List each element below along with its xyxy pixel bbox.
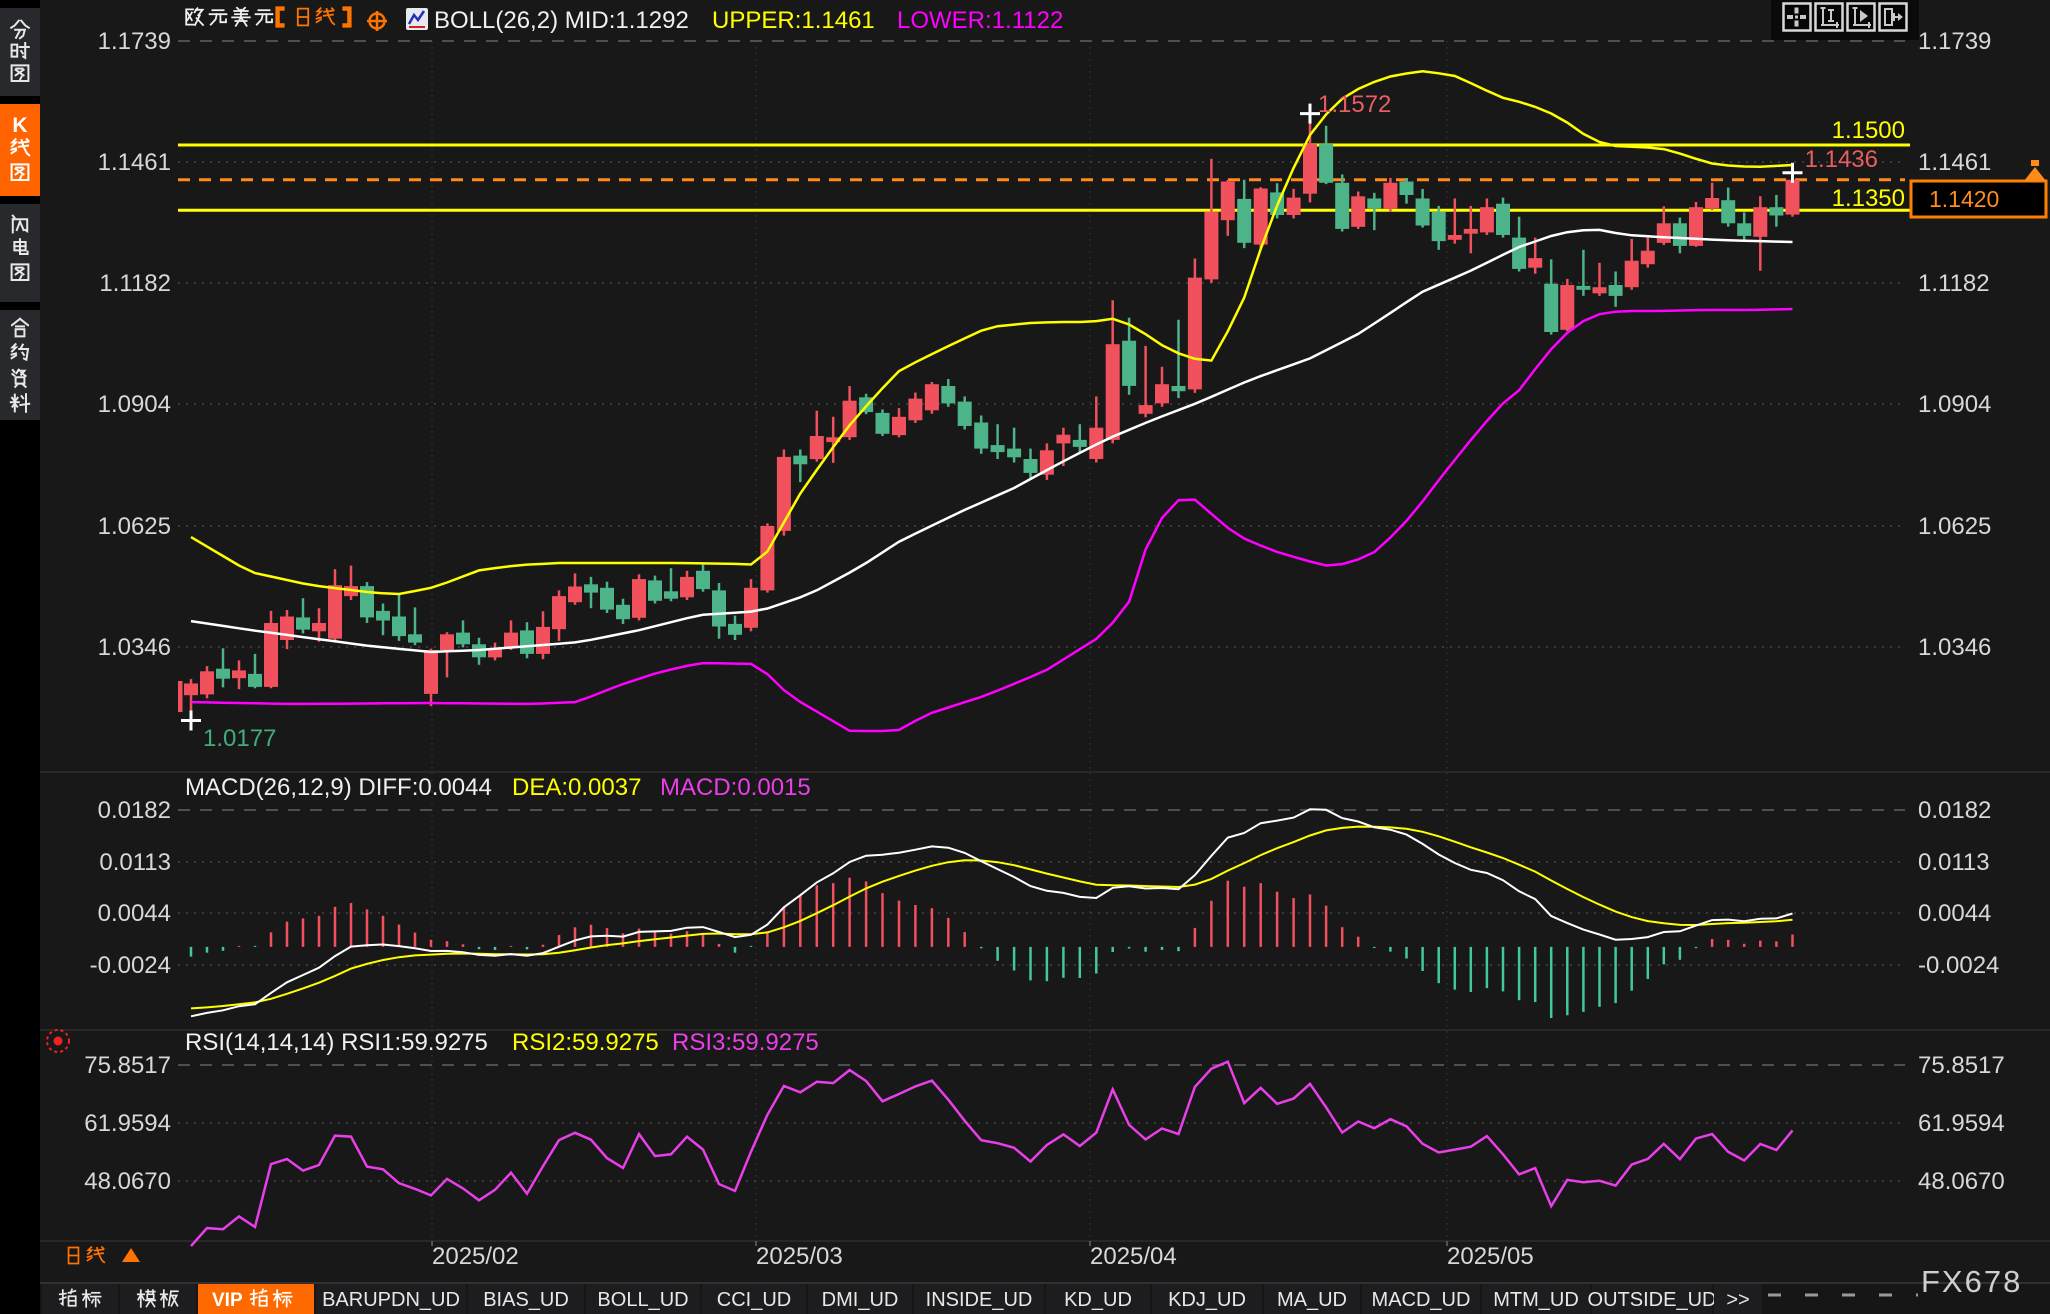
svg-text:61.9594: 61.9594 [1918,1110,2005,1137]
svg-text:0.0044: 0.0044 [98,900,171,927]
svg-text:75.8517: 75.8517 [1918,1052,2005,1079]
svg-text:2025/03: 2025/03 [756,1243,843,1270]
svg-text:KDJ_UD: KDJ_UD [1168,1289,1246,1311]
svg-text:1.0625: 1.0625 [98,513,171,540]
svg-text:48.0670: 48.0670 [84,1168,171,1195]
svg-text:1.0177: 1.0177 [203,725,276,752]
svg-text:2025/04: 2025/04 [1090,1243,1177,1270]
svg-text:UPPER:1.1461: UPPER:1.1461 [712,7,875,34]
svg-text:1.1461: 1.1461 [98,149,171,176]
svg-text:K: K [12,114,27,137]
svg-text:1.0904: 1.0904 [98,391,171,418]
svg-text:RSI(14,14,14) RSI1:59.9275: RSI(14,14,14) RSI1:59.9275 [185,1029,488,1056]
svg-text:1.1182: 1.1182 [99,270,171,297]
svg-text:1.1182: 1.1182 [1918,270,1990,297]
svg-text:1.1500: 1.1500 [1832,117,1905,144]
svg-text:>>: >> [1726,1289,1749,1311]
svg-text:INSIDE_UD: INSIDE_UD [926,1289,1033,1311]
svg-text:MACD_UD: MACD_UD [1372,1289,1471,1311]
svg-text:DMI_UD: DMI_UD [822,1289,899,1311]
svg-text:1.0346: 1.0346 [98,634,171,661]
svg-text:1.0346: 1.0346 [1918,634,1991,661]
svg-text:0.0182: 0.0182 [98,797,171,824]
svg-text:BOLL(26,2) MID:1.1292: BOLL(26,2) MID:1.1292 [434,7,689,34]
svg-text:KD_UD: KD_UD [1064,1289,1132,1311]
svg-text:2025/05: 2025/05 [1447,1243,1534,1270]
svg-text:OUTSIDE_UD: OUTSIDE_UD [1588,1289,1717,1311]
svg-text:MTM_UD: MTM_UD [1493,1289,1579,1311]
svg-text:VIP: VIP [212,1290,243,1311]
svg-text:-0.0024: -0.0024 [1918,952,1999,979]
svg-text:1.1739: 1.1739 [98,28,171,55]
svg-text:1.1739: 1.1739 [1918,28,1991,55]
svg-text:1.1436: 1.1436 [1805,146,1878,173]
svg-text:2025/02: 2025/02 [432,1243,519,1270]
svg-text:1.1350: 1.1350 [1832,185,1905,212]
svg-text:CCI_UD: CCI_UD [717,1289,791,1311]
svg-text:61.9594: 61.9594 [84,1110,171,1137]
svg-text:1.0625: 1.0625 [1918,513,1991,540]
svg-text:MA_UD: MA_UD [1277,1289,1347,1311]
svg-text:LOWER:1.1122: LOWER:1.1122 [897,7,1063,34]
svg-text:0.0113: 0.0113 [1918,849,1990,876]
svg-text:1.1420: 1.1420 [1929,186,1999,212]
svg-text:DEA:0.0037: DEA:0.0037 [512,774,641,801]
svg-text:RSI2:59.9275: RSI2:59.9275 [512,1029,659,1056]
svg-text:0.0044: 0.0044 [1918,900,1991,927]
svg-text:1.1572: 1.1572 [1318,91,1391,118]
svg-text:1.0904: 1.0904 [1918,391,1991,418]
svg-text:MACD:0.0015: MACD:0.0015 [660,774,811,801]
svg-text:75.8517: 75.8517 [84,1052,171,1079]
svg-text:BIAS_UD: BIAS_UD [483,1289,569,1311]
svg-text:BOLL_UD: BOLL_UD [597,1289,688,1311]
svg-text:0.0113: 0.0113 [99,849,171,876]
svg-text:FX678: FX678 [1921,1264,2022,1299]
svg-text:1.1461: 1.1461 [1918,149,1991,176]
svg-text:-0.0024: -0.0024 [90,952,171,979]
svg-text:48.0670: 48.0670 [1918,1168,2005,1195]
svg-text:BARUPDN_UD: BARUPDN_UD [322,1289,460,1311]
svg-text:MACD(26,12,9) DIFF:0.0044: MACD(26,12,9) DIFF:0.0044 [185,774,492,801]
svg-text:0.0182: 0.0182 [1918,797,1991,824]
svg-text:RSI3:59.9275: RSI3:59.9275 [672,1029,819,1056]
